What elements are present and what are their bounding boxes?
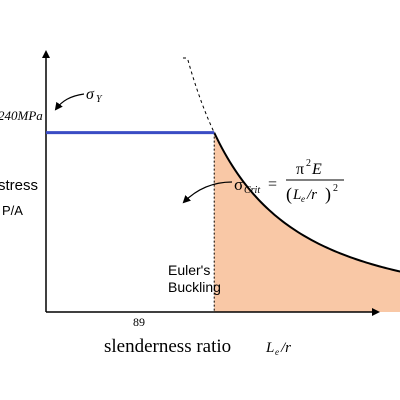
- yield-tick-label: 240MPa: [0, 108, 43, 123]
- svg-text:σ: σ: [234, 175, 243, 194]
- svg-text:/r: /r: [280, 340, 291, 356]
- y-axis-sublabel: P/A: [2, 203, 23, 218]
- svg-text:(: (: [286, 184, 292, 205]
- x-tick-label-89: 89: [133, 315, 145, 329]
- yield-annotation-arrow: [54, 93, 85, 111]
- svg-text:L: L: [292, 187, 301, 203]
- y-axis-label: stress: [0, 177, 38, 194]
- x-axis-symbol: L e /r: [265, 340, 291, 357]
- svg-text:): ): [325, 184, 331, 205]
- svg-text:π: π: [296, 161, 304, 178]
- yield-annotation: σ Y: [86, 86, 103, 105]
- svg-text:L: L: [265, 340, 274, 356]
- x-axis-label: slenderness ratio: [104, 336, 231, 357]
- svg-text:E: E: [311, 161, 322, 178]
- euler-curve-extension: [182, 57, 215, 133]
- svg-text:/r: /r: [306, 187, 317, 203]
- svg-text:Crit: Crit: [244, 185, 260, 196]
- euler-annotation-arrow: [182, 181, 233, 204]
- svg-text:Y: Y: [96, 94, 103, 105]
- region-label-line1: Euler's: [168, 262, 210, 278]
- svg-text:e: e: [275, 347, 279, 357]
- euler-region: [214, 132, 400, 312]
- svg-text:2: 2: [306, 158, 311, 169]
- euler-curve: [213, 132, 400, 273]
- svg-text:=: =: [268, 176, 277, 193]
- region-label-line2: Buckling: [168, 279, 221, 295]
- euler-formula: σ Crit = π 2 E ( L e /r ) 2: [234, 158, 344, 205]
- svg-text:2: 2: [333, 183, 338, 194]
- svg-text:σ: σ: [86, 86, 95, 103]
- svg-text:e: e: [301, 194, 305, 204]
